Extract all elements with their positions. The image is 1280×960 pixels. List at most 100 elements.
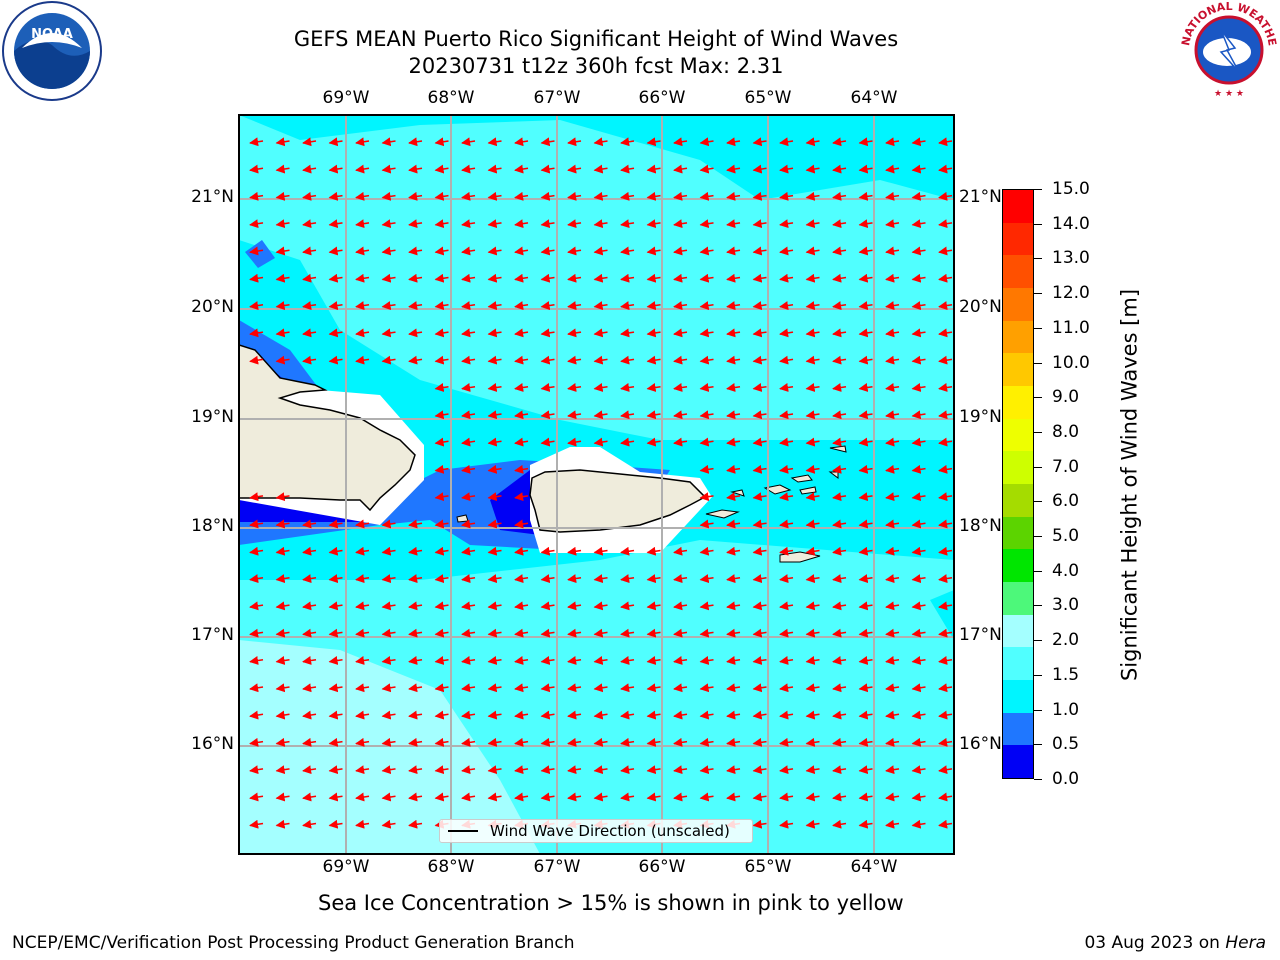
wave-direction-arrow bbox=[805, 355, 820, 365]
wave-direction-arrow bbox=[620, 683, 635, 693]
wave-direction-arrow bbox=[673, 246, 688, 256]
wave-direction-arrow bbox=[593, 574, 608, 584]
wave-direction-arrow bbox=[911, 628, 926, 638]
wave-direction-arrow bbox=[540, 574, 555, 584]
wave-direction-arrow bbox=[540, 683, 555, 693]
wave-direction-arrow bbox=[381, 710, 396, 720]
wave-direction-arrow bbox=[381, 574, 396, 584]
wave-direction-arrow bbox=[646, 710, 661, 720]
wave-direction-arrow bbox=[752, 246, 767, 256]
wave-direction-arrow bbox=[699, 492, 714, 502]
wave-direction-arrow bbox=[752, 683, 767, 693]
wave-direction-arrow bbox=[275, 191, 290, 201]
wave-direction-arrow bbox=[540, 246, 555, 256]
wave-direction-arrow bbox=[328, 656, 343, 665]
wave-direction-arrow bbox=[699, 464, 714, 474]
wave-direction-arrow bbox=[302, 137, 317, 147]
wave-direction-arrow bbox=[567, 246, 582, 256]
wave-direction-arrow bbox=[938, 683, 953, 693]
wave-direction-arrow bbox=[726, 628, 741, 638]
wave-direction-arrow bbox=[911, 765, 926, 775]
wave-direction-arrow bbox=[885, 246, 900, 256]
wave-direction-arrow bbox=[938, 765, 953, 775]
wave-direction-arrow bbox=[911, 383, 926, 392]
wave-direction-arrow bbox=[832, 464, 847, 474]
colorbar-segment bbox=[1003, 189, 1033, 223]
colorbar-tick bbox=[1034, 536, 1042, 538]
wave-direction-arrow bbox=[779, 546, 794, 556]
lat-label-left: 19°N bbox=[191, 407, 234, 427]
wave-direction-arrow bbox=[487, 437, 502, 447]
wave-direction-arrow bbox=[646, 628, 661, 638]
wave-direction-arrow bbox=[752, 383, 767, 392]
wave-direction-arrow bbox=[832, 437, 847, 447]
wave-direction-arrow bbox=[620, 355, 635, 365]
wave-direction-arrow bbox=[805, 683, 820, 693]
wave-direction-arrow bbox=[673, 164, 688, 174]
colorbar-tick-label: 10.0 bbox=[1052, 352, 1090, 373]
wave-direction-arrow bbox=[408, 546, 423, 556]
wave-direction-arrow bbox=[461, 574, 476, 584]
wave-direction-arrow bbox=[434, 519, 449, 529]
wave-direction-arrow bbox=[487, 273, 502, 283]
wave-direction-arrow bbox=[646, 273, 661, 283]
wave-direction-arrow bbox=[885, 601, 900, 611]
wave-direction-arrow bbox=[567, 328, 582, 338]
wave-direction-arrow bbox=[514, 737, 529, 747]
wave-direction-arrow bbox=[593, 601, 608, 611]
wave-direction-arrow bbox=[832, 273, 847, 283]
wave-direction-arrow bbox=[487, 765, 502, 775]
wave-direction-arrow bbox=[593, 737, 608, 747]
wave-direction-arrow bbox=[302, 656, 317, 665]
wave-direction-arrow bbox=[461, 683, 476, 693]
wave-direction-arrow bbox=[752, 792, 767, 802]
wave-direction-arrow bbox=[620, 328, 635, 338]
wave-direction-arrow bbox=[275, 137, 290, 147]
wave-direction-arrow bbox=[567, 792, 582, 802]
wave-direction-arrow bbox=[249, 137, 264, 147]
wave-direction-arrow bbox=[567, 737, 582, 747]
wave-direction-arrow bbox=[328, 737, 343, 747]
wave-direction-arrow bbox=[673, 437, 688, 447]
wave-direction-arrow bbox=[302, 765, 317, 775]
wave-direction-arrow bbox=[779, 383, 794, 392]
wave-direction-arrow bbox=[275, 683, 290, 693]
sea-ice-note: Sea Ice Concentration > 15% is shown in … bbox=[318, 891, 904, 915]
wave-direction-arrow bbox=[858, 656, 873, 665]
colorbar-segment bbox=[1003, 745, 1033, 778]
virgin-islands bbox=[730, 445, 847, 497]
wave-direction-arrow bbox=[832, 492, 847, 502]
wave-direction-arrow bbox=[620, 219, 635, 229]
wave-direction-arrow bbox=[487, 355, 502, 365]
wave-direction-arrow bbox=[726, 656, 741, 665]
wave-direction-arrow bbox=[673, 191, 688, 201]
colorbar-segment bbox=[1003, 418, 1033, 452]
wave-direction-arrow bbox=[726, 710, 741, 720]
wave-direction-arrow bbox=[249, 737, 264, 747]
wave-direction-arrow bbox=[938, 492, 953, 502]
wave-direction-arrow bbox=[726, 219, 741, 229]
wave-direction-arrow bbox=[699, 601, 714, 611]
wave-direction-arrow bbox=[805, 437, 820, 447]
wave-direction-arrow bbox=[885, 492, 900, 502]
wave-direction-arrow bbox=[355, 246, 370, 256]
wave-direction-arrow bbox=[620, 383, 635, 392]
wave-direction-arrow bbox=[302, 355, 317, 365]
wave-direction-arrow bbox=[461, 792, 476, 802]
wave-direction-arrow bbox=[593, 792, 608, 802]
wave-direction-arrow bbox=[726, 246, 741, 256]
wave-direction-arrow bbox=[858, 683, 873, 693]
wave-direction-arrow bbox=[779, 737, 794, 747]
colorbar-segment bbox=[1003, 549, 1033, 582]
wave-direction-arrow bbox=[858, 137, 873, 147]
wave-direction-arrow bbox=[832, 246, 847, 256]
wave-direction-arrow bbox=[832, 737, 847, 747]
wave-direction-arrow bbox=[593, 628, 608, 638]
wave-direction-arrow bbox=[752, 656, 767, 665]
wave-direction-arrow bbox=[938, 710, 953, 720]
wave-direction-arrow bbox=[805, 383, 820, 392]
wave-direction-arrow bbox=[938, 301, 953, 311]
wave-direction-arrow bbox=[858, 301, 873, 311]
wave-direction-arrow bbox=[567, 765, 582, 775]
wave-direction-arrow bbox=[249, 273, 264, 283]
